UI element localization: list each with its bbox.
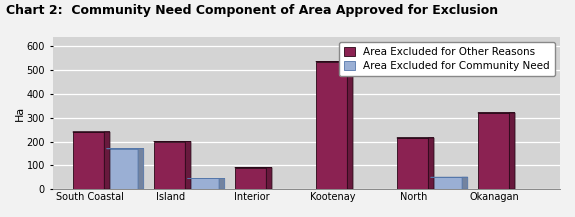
Polygon shape (219, 179, 225, 189)
Bar (431, 177, 462, 189)
Polygon shape (428, 138, 434, 189)
Polygon shape (104, 132, 110, 189)
Polygon shape (462, 177, 467, 189)
Bar (397, 138, 428, 189)
Polygon shape (266, 168, 272, 189)
Bar (154, 141, 185, 189)
Polygon shape (185, 141, 191, 189)
Bar (316, 62, 347, 189)
Bar (187, 179, 219, 189)
Text: Chart 2:  Community Need Component of Area Approved for Exclusion: Chart 2: Community Need Component of Are… (6, 4, 498, 17)
Legend: Area Excluded for Other Reasons, Area Excluded for Community Need: Area Excluded for Other Reasons, Area Ex… (339, 42, 555, 76)
Y-axis label: Ha: Ha (15, 105, 25, 121)
Bar (106, 149, 138, 189)
Polygon shape (347, 62, 353, 189)
Bar (73, 132, 104, 189)
Bar (235, 168, 266, 189)
Polygon shape (138, 149, 144, 189)
Bar (478, 113, 509, 189)
Polygon shape (509, 113, 515, 189)
